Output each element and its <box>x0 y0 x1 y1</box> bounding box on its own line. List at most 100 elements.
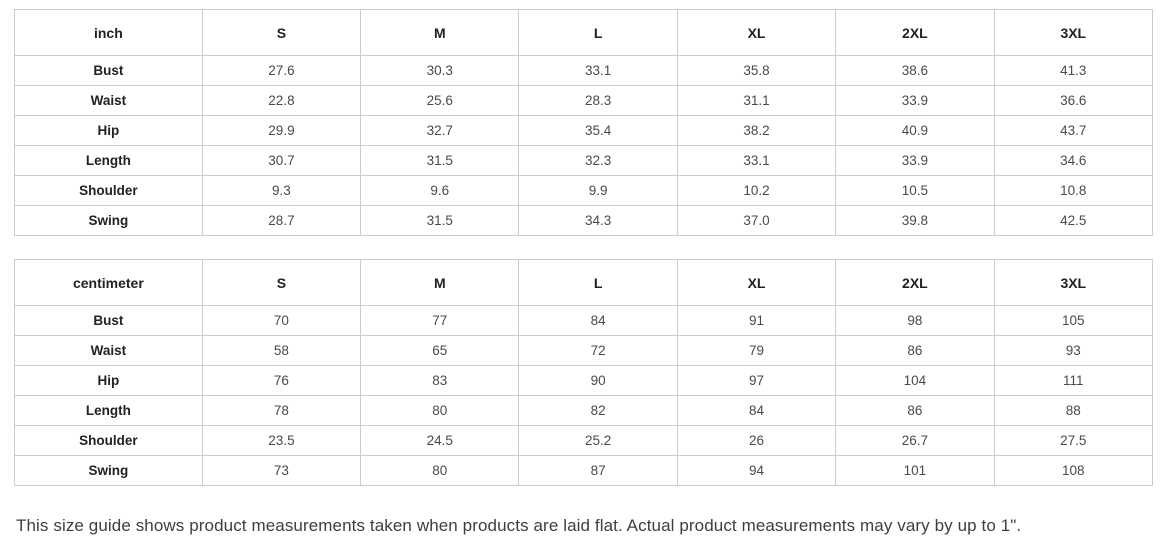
cell-value: 84 <box>518 305 678 336</box>
size-guide-disclaimer: This size guide shows product measuremen… <box>16 516 1022 535</box>
cell-value: 91 <box>676 305 837 336</box>
cell-value: 77 <box>360 305 520 336</box>
column-header-m: M <box>360 9 520 56</box>
cell-value: 35.8 <box>676 55 837 86</box>
header-row: inch S M L XL 2XL 3XL <box>14 9 1154 56</box>
cell-value: 31.5 <box>360 205 520 236</box>
table-row: Hip 76 83 90 97 104 111 <box>14 365 1154 396</box>
cell-value: 83 <box>360 365 520 396</box>
cell-value: 9.3 <box>201 175 362 206</box>
cell-value: 72 <box>518 335 678 366</box>
row-label: Length <box>14 395 203 426</box>
header-row: centimeter S M L XL 2XL 3XL <box>14 259 1154 306</box>
cell-value: 33.9 <box>835 145 995 176</box>
cell-value: 27.5 <box>993 425 1154 456</box>
cell-value: 34.6 <box>993 145 1154 176</box>
cell-value: 42.5 <box>993 205 1154 236</box>
column-header-s: S <box>201 259 362 306</box>
cell-value: 27.6 <box>201 55 362 86</box>
cell-value: 33.9 <box>835 85 995 116</box>
cell-value: 90 <box>518 365 678 396</box>
cell-value: 98 <box>835 305 995 336</box>
cell-value: 73 <box>201 455 362 486</box>
cell-value: 28.3 <box>518 85 678 116</box>
column-header-2xl: 2XL <box>835 9 995 56</box>
table-row: Shoulder 23.5 24.5 25.2 26 26.7 27.5 <box>14 425 1154 456</box>
cell-value: 22.8 <box>201 85 362 116</box>
table-row: Waist 22.8 25.6 28.3 31.1 33.9 36.6 <box>14 85 1154 116</box>
table-row: Bust 27.6 30.3 33.1 35.8 38.6 41.3 <box>14 55 1154 86</box>
cell-value: 38.6 <box>835 55 995 86</box>
cell-value: 32.3 <box>518 145 678 176</box>
cell-value: 31.1 <box>676 85 837 116</box>
row-label: Bust <box>14 305 203 336</box>
cell-value: 70 <box>201 305 362 336</box>
row-label: Length <box>14 145 203 176</box>
row-label: Waist <box>14 335 203 366</box>
cell-value: 10.2 <box>676 175 837 206</box>
cell-value: 105 <box>993 305 1154 336</box>
column-header-2xl: 2XL <box>835 259 995 306</box>
row-label: Shoulder <box>14 425 203 456</box>
column-header-s: S <box>201 9 362 56</box>
cell-value: 32.7 <box>360 115 520 146</box>
cell-value: 25.2 <box>518 425 678 456</box>
cell-value: 34.3 <box>518 205 678 236</box>
cell-value: 36.6 <box>993 85 1154 116</box>
column-header-3xl: 3XL <box>993 9 1154 56</box>
cell-value: 84 <box>676 395 837 426</box>
table-row: Bust 70 77 84 91 98 105 <box>14 305 1154 336</box>
cell-value: 101 <box>835 455 995 486</box>
cell-value: 82 <box>518 395 678 426</box>
column-header-m: M <box>360 259 520 306</box>
row-label: Shoulder <box>14 175 203 206</box>
cell-value: 97 <box>676 365 837 396</box>
cell-value: 25.6 <box>360 85 520 116</box>
cell-value: 38.2 <box>676 115 837 146</box>
table-row: Hip 29.9 32.7 35.4 38.2 40.9 43.7 <box>14 115 1154 146</box>
column-header-l: L <box>518 9 678 56</box>
cell-value: 35.4 <box>518 115 678 146</box>
row-label: Bust <box>14 55 203 86</box>
cell-value: 58 <box>201 335 362 366</box>
column-header-l: L <box>518 259 678 306</box>
cell-value: 28.7 <box>201 205 362 236</box>
row-label: Hip <box>14 365 203 396</box>
table-row: Waist 58 65 72 79 86 93 <box>14 335 1154 366</box>
cell-value: 26.7 <box>835 425 995 456</box>
cell-value: 41.3 <box>993 55 1154 86</box>
cell-value: 23.5 <box>201 425 362 456</box>
cell-value: 93 <box>993 335 1154 366</box>
cell-value: 37.0 <box>676 205 837 236</box>
cell-value: 29.9 <box>201 115 362 146</box>
table-row: Shoulder 9.3 9.6 9.9 10.2 10.5 10.8 <box>14 175 1154 206</box>
cell-value: 33.1 <box>676 145 837 176</box>
cell-value: 9.6 <box>360 175 520 206</box>
cell-value: 87 <box>518 455 678 486</box>
cell-value: 30.7 <box>201 145 362 176</box>
table-row: Swing 73 80 87 94 101 108 <box>14 455 1154 486</box>
cell-value: 88 <box>993 395 1154 426</box>
cell-value: 30.3 <box>360 55 520 86</box>
cell-value: 78 <box>201 395 362 426</box>
row-label: Hip <box>14 115 203 146</box>
cell-value: 94 <box>676 455 837 486</box>
table-row: Swing 28.7 31.5 34.3 37.0 39.8 42.5 <box>14 205 1154 236</box>
cell-value: 79 <box>676 335 837 366</box>
size-table-centimeter: centimeter S M L XL 2XL 3XL Bust 70 77 84 91 98 105 Wa… <box>14 259 1154 486</box>
cell-value: 10.5 <box>835 175 995 206</box>
unit-label: inch <box>14 9 203 56</box>
table-row: Length 30.7 31.5 32.3 33.1 33.9 34.6 <box>14 145 1154 176</box>
cell-value: 80 <box>360 455 520 486</box>
cell-value: 104 <box>835 365 995 396</box>
row-label: Waist <box>14 85 203 116</box>
cell-value: 40.9 <box>835 115 995 146</box>
row-label: Swing <box>14 205 203 236</box>
cell-value: 65 <box>360 335 520 366</box>
cell-value: 26 <box>676 425 837 456</box>
cell-value: 43.7 <box>993 115 1154 146</box>
cell-value: 76 <box>201 365 362 396</box>
column-header-3xl: 3XL <box>993 259 1154 306</box>
cell-value: 31.5 <box>360 145 520 176</box>
